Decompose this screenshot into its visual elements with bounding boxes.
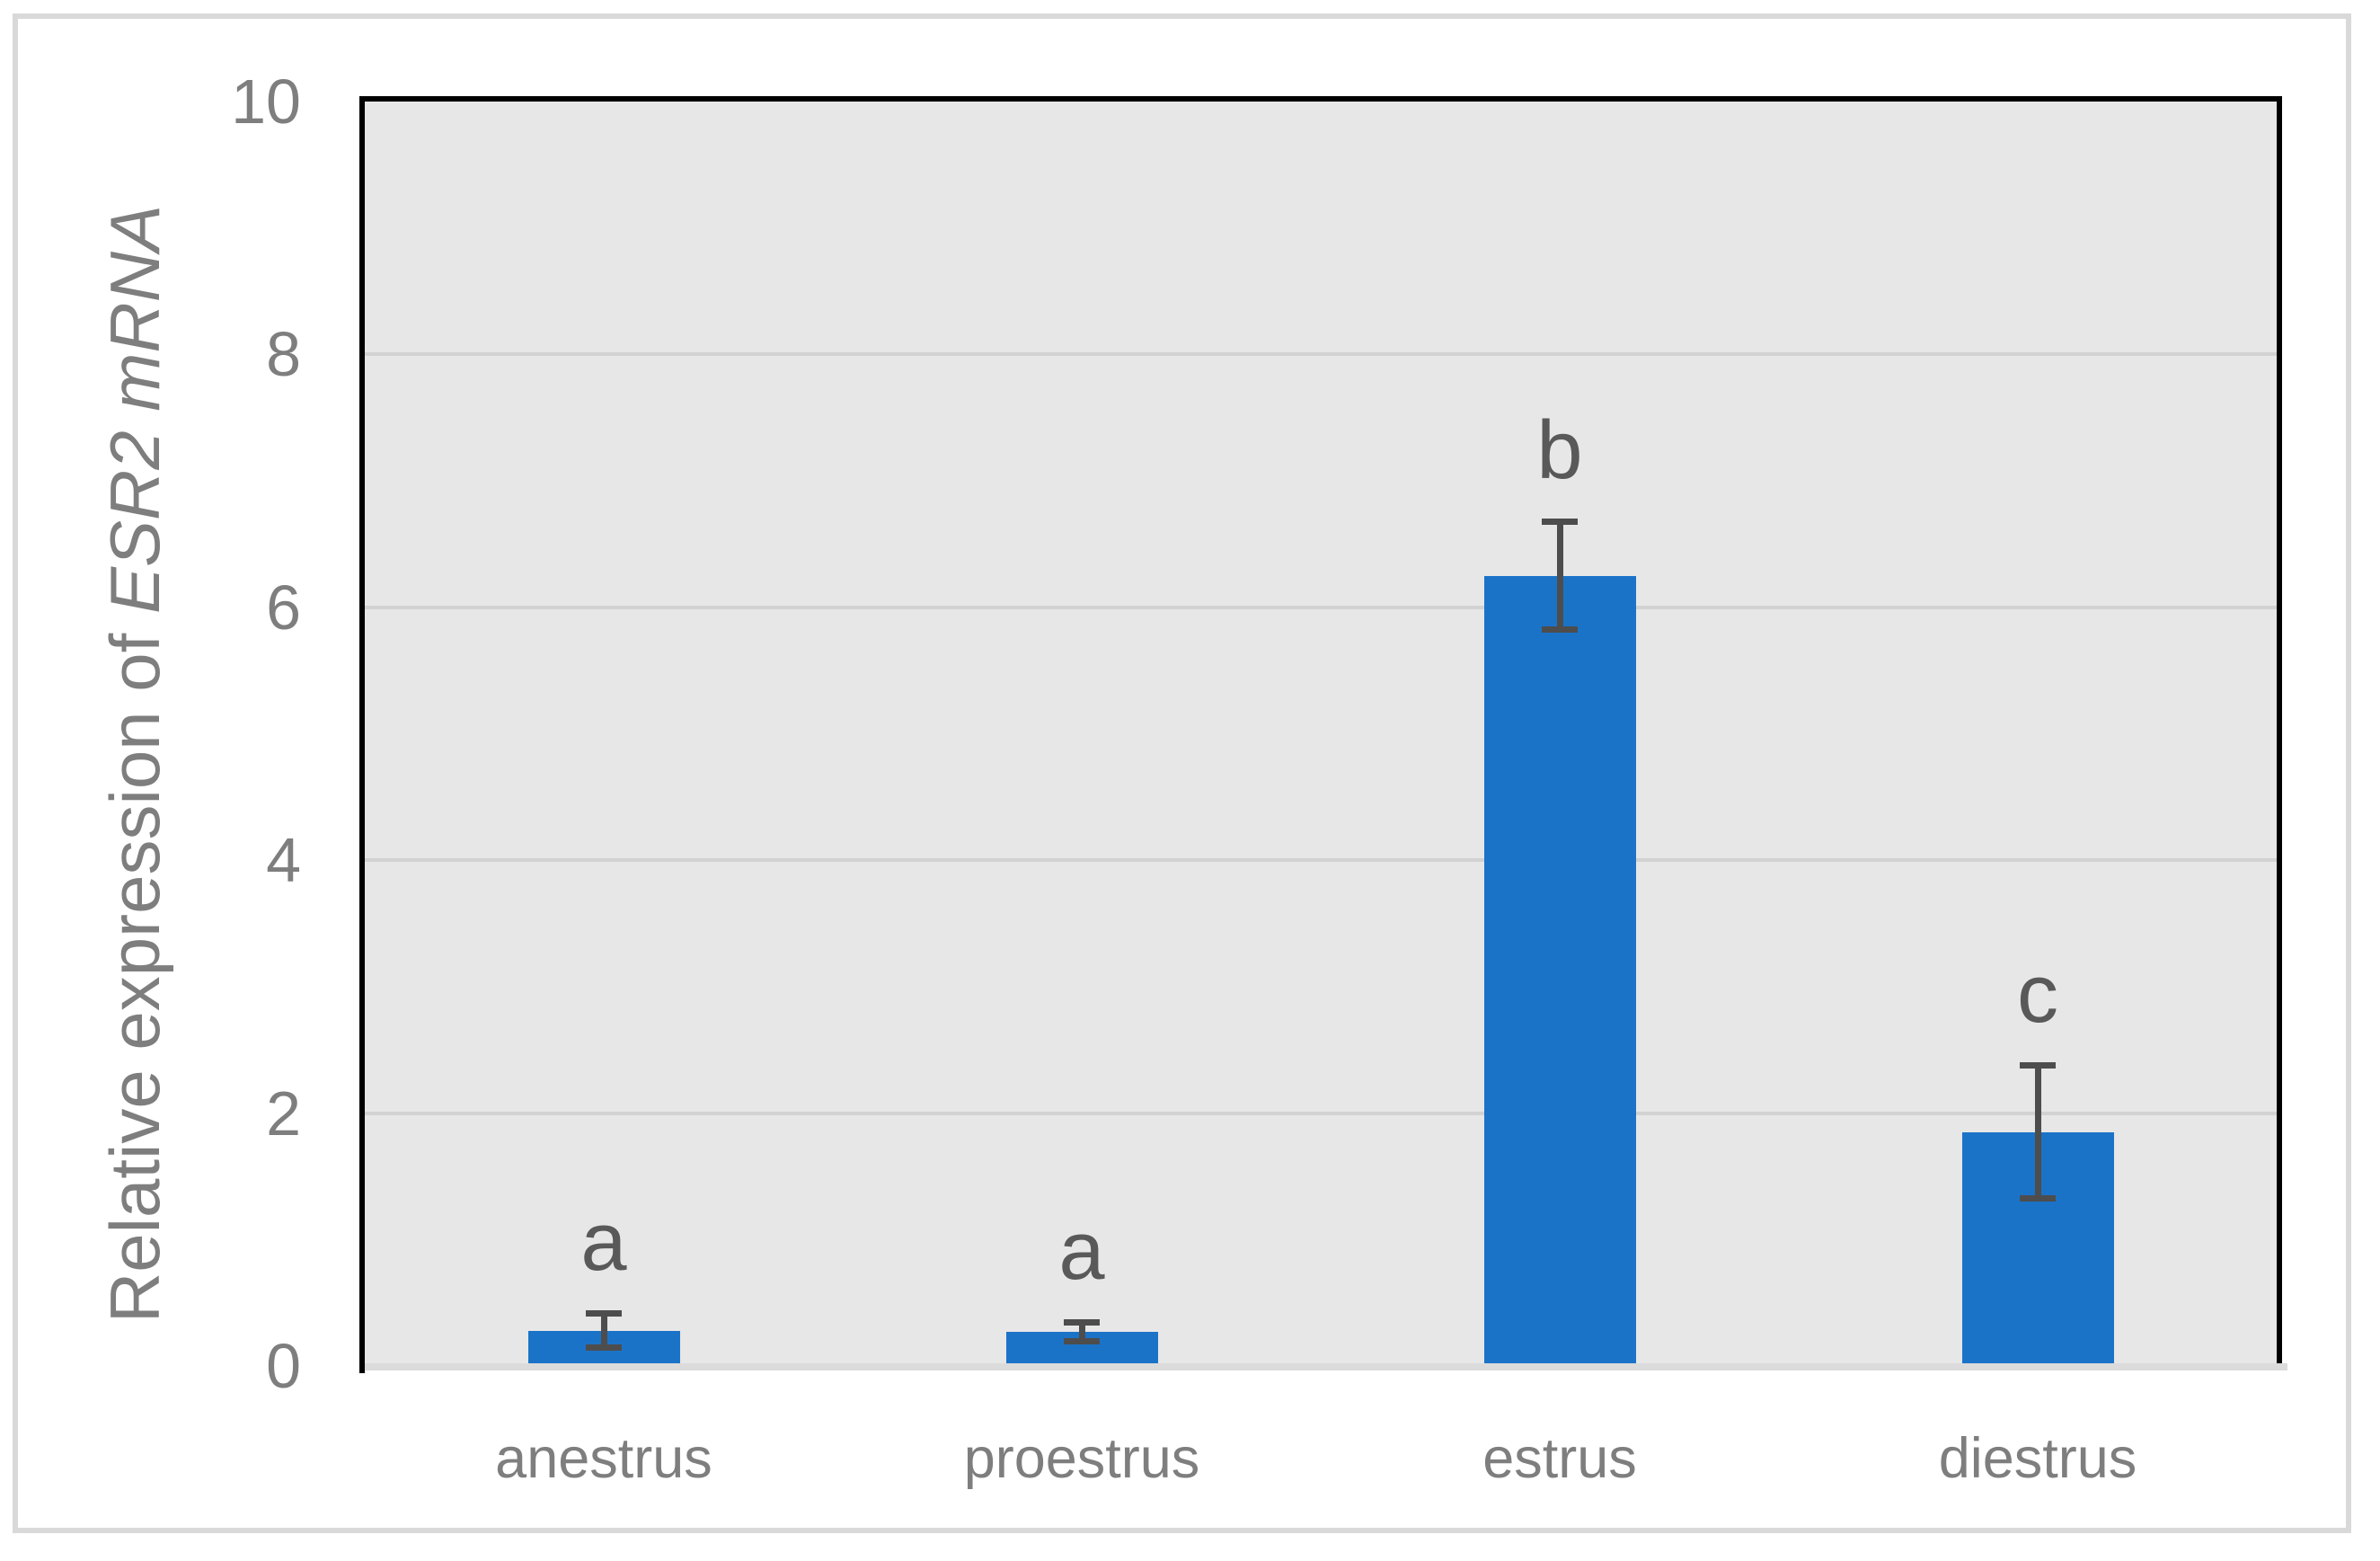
- y-tick-0: 0: [266, 1331, 301, 1401]
- error-bar-cap-diestrus-bottom: [2020, 1195, 2056, 1202]
- error-bar-cap-anestrus-top: [586, 1310, 622, 1317]
- error-bar-cap-diestrus-top: [2020, 1062, 2056, 1069]
- plot-area: a a b c: [359, 96, 2282, 1366]
- error-bar-estrus: [1556, 519, 1563, 633]
- sig-letter-diestrus: c: [2017, 948, 2058, 1041]
- error-bar-cap-anestrus-bottom: [586, 1344, 622, 1352]
- gridline-4: [365, 858, 2277, 863]
- error-bar-diestrus: [2034, 1062, 2041, 1202]
- sig-letter-estrus: b: [1536, 404, 1583, 497]
- y-tick-6: 6: [266, 572, 301, 643]
- x-label-diestrus: diestrus: [1938, 1427, 2137, 1490]
- error-bar-cap-estrus-top: [1542, 519, 1578, 526]
- error-bar-proestrus: [1078, 1318, 1085, 1345]
- gridline-8: [365, 352, 2277, 357]
- x-axis-line: [359, 1363, 2287, 1370]
- y-axis-title-regular: Relative expression of: [95, 614, 174, 1324]
- error-bar-cap-proestrus-top: [1064, 1318, 1100, 1326]
- y-tick-10: 10: [231, 67, 301, 137]
- x-label-anestrus: anestrus: [495, 1427, 712, 1490]
- y-axis-title-italic: ESR2 mRNA: [95, 204, 174, 615]
- error-bar-cap-proestrus-bottom: [1064, 1338, 1100, 1345]
- bar-estrus: [1483, 575, 1636, 1366]
- figure-border: [13, 13, 2351, 1533]
- error-bar-cap-estrus-bottom: [1542, 625, 1578, 633]
- y-axis-zero-tick: [359, 1363, 365, 1373]
- y-tick-4: 4: [266, 825, 301, 896]
- x-label-estrus: estrus: [1482, 1427, 1637, 1490]
- y-tick-8: 8: [266, 319, 301, 390]
- sig-letter-proestrus: a: [1058, 1204, 1105, 1297]
- gridline-6: [365, 605, 2277, 609]
- error-bar-anestrus: [600, 1310, 607, 1352]
- sig-letter-anestrus: a: [580, 1196, 627, 1289]
- x-label-proestrus: proestrus: [963, 1427, 1200, 1490]
- y-tick-2: 2: [266, 1078, 301, 1149]
- gridline-2: [365, 1111, 2277, 1115]
